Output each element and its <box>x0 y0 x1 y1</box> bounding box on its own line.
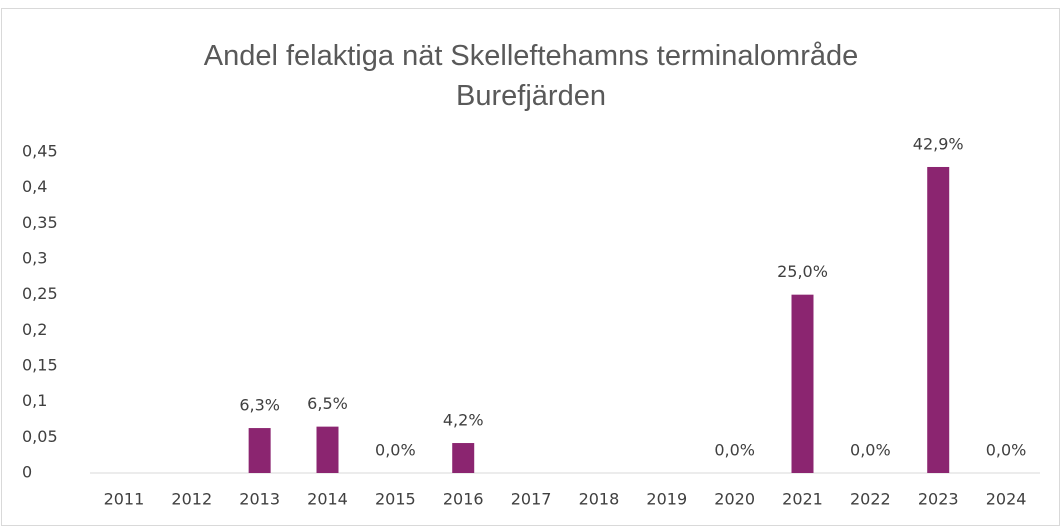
x-tick-label: 2018 <box>579 490 620 509</box>
bar <box>316 426 339 473</box>
y-tick-label: 0,45 <box>22 142 58 161</box>
bar <box>248 428 271 473</box>
bar <box>452 443 475 473</box>
x-tick-label: 2024 <box>986 490 1027 509</box>
y-tick-label: 0,3 <box>22 249 47 268</box>
data-label: 0,0% <box>375 441 416 460</box>
x-tick-label: 2017 <box>511 490 552 509</box>
data-label: 4,2% <box>443 411 484 430</box>
y-tick-label: 0,15 <box>22 356 58 375</box>
x-tick-label: 2022 <box>850 490 891 509</box>
data-label: 42,9% <box>913 134 964 153</box>
data-label: 0,0% <box>714 441 755 460</box>
y-tick-label: 0,25 <box>22 284 58 303</box>
chart-title: Andel felaktiga nät Skelleftehamns termi… <box>203 40 859 112</box>
x-tick-label: 2012 <box>171 490 212 509</box>
data-label: 6,3% <box>239 396 280 415</box>
x-tick-label: 2019 <box>646 490 687 509</box>
x-tick-label: 2014 <box>307 490 348 509</box>
y-tick-label: 0,35 <box>22 213 58 232</box>
bar <box>927 166 950 474</box>
data-label: 25,0% <box>777 262 828 281</box>
data-label: 6,5% <box>307 394 348 413</box>
y-tick-label: 0,4 <box>22 177 47 196</box>
bar <box>791 294 814 473</box>
data-label: 0,0% <box>986 441 1027 460</box>
x-tick-label: 2023 <box>918 490 959 509</box>
chart-border <box>1 8 1060 526</box>
x-tick-label: 2020 <box>714 490 755 509</box>
x-tick-label: 2016 <box>443 490 484 509</box>
x-tick-label: 2013 <box>239 490 280 509</box>
x-tick-label: 2021 <box>782 490 823 509</box>
y-tick-label: 0,1 <box>22 391 47 410</box>
x-tick-label: 2015 <box>375 490 416 509</box>
data-label: 0,0% <box>850 441 891 460</box>
y-tick-label: 0 <box>22 463 32 482</box>
y-tick-label: 0,05 <box>22 427 58 446</box>
y-tick-label: 0,2 <box>22 320 47 339</box>
x-tick-label: 2011 <box>104 490 145 509</box>
